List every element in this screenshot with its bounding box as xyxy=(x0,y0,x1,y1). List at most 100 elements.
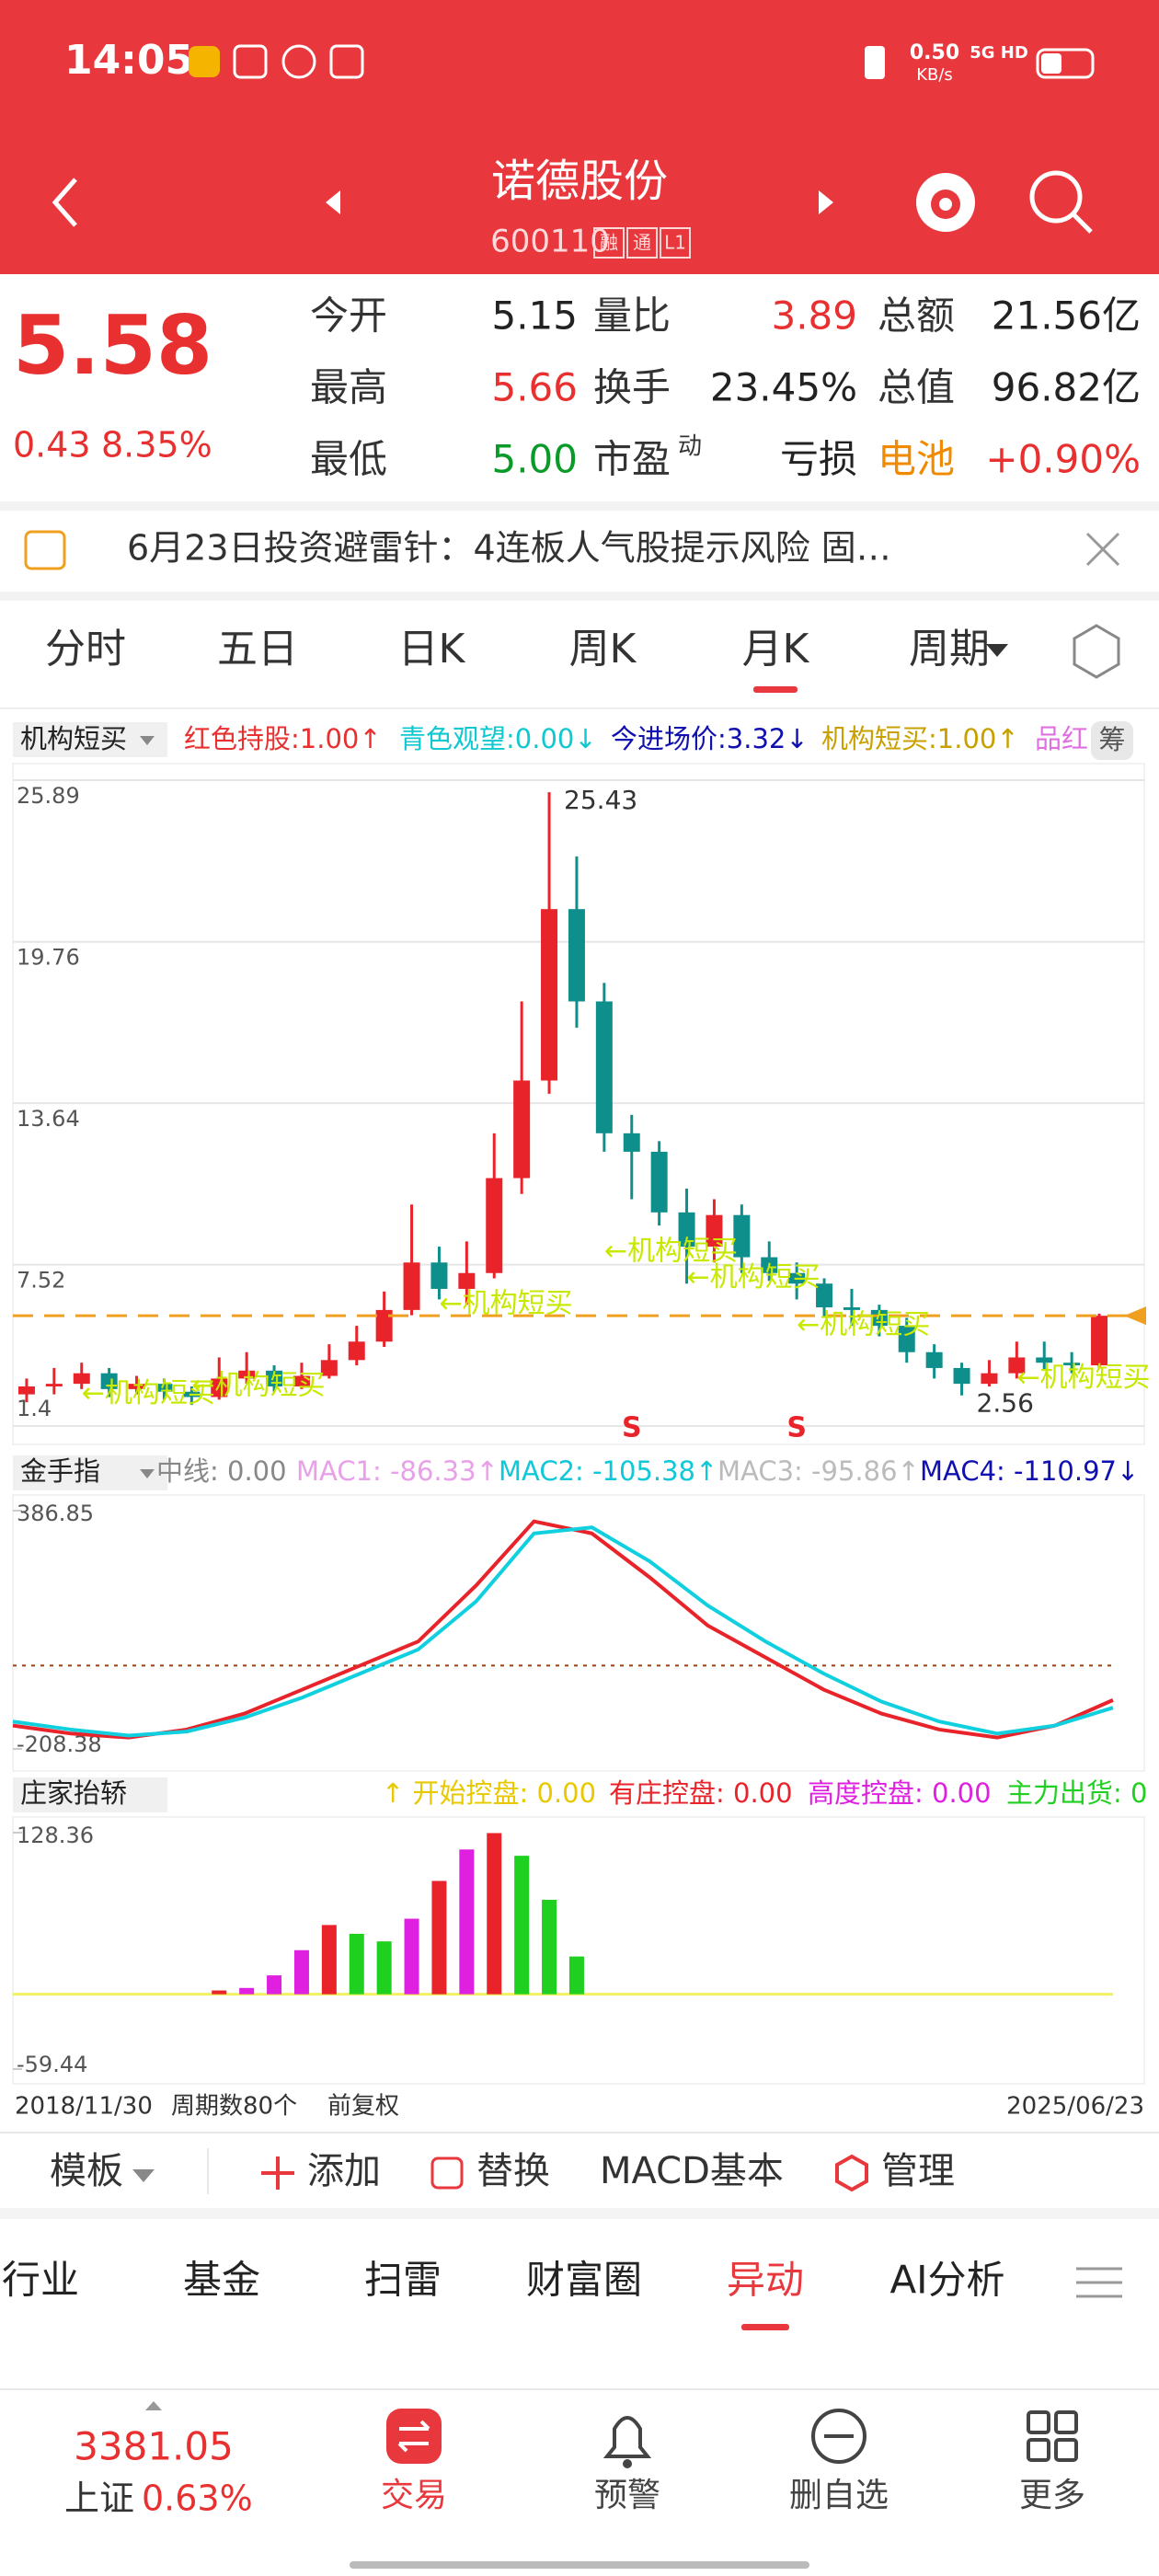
candle-body xyxy=(73,1373,90,1385)
search-button[interactable] xyxy=(1029,170,1093,234)
signal-label: ←机构短买 xyxy=(687,1261,820,1294)
toolbar-item[interactable]: 模板 xyxy=(50,2150,123,2192)
candle-body xyxy=(430,1262,448,1289)
tabs-menu[interactable] xyxy=(1076,2267,1122,2298)
signal-label: ←机构短买 xyxy=(439,1288,572,1320)
candle-body xyxy=(981,1373,998,1385)
alert-icon[interactable] xyxy=(602,2416,652,2468)
field-label: 最低 xyxy=(310,437,387,482)
field-value: 96.82亿 xyxy=(992,365,1141,410)
field-label: 市盈 xyxy=(593,437,671,482)
candle-body xyxy=(870,1309,888,1327)
candle-body xyxy=(513,1080,531,1179)
y-tick-label: 19.76 xyxy=(17,945,80,971)
more-icon[interactable] xyxy=(1027,2410,1078,2462)
signal-label: ←机构短买 xyxy=(1016,1362,1150,1394)
tab-underline xyxy=(741,2324,789,2330)
field-value: 5.15 xyxy=(491,293,578,339)
bar xyxy=(321,1925,337,1995)
candle-body xyxy=(761,1257,778,1273)
next-stock[interactable] xyxy=(819,190,833,214)
candle-body xyxy=(266,1370,283,1387)
robot-icon[interactable] xyxy=(916,173,975,232)
period-tab[interactable]: 周期 xyxy=(909,626,990,673)
period-tab[interactable]: 五日 xyxy=(217,626,298,673)
nav-label[interactable]: 删自选 xyxy=(789,2477,889,2514)
indicator-select[interactable] xyxy=(13,1777,167,1812)
badge-text: L1 xyxy=(664,232,686,254)
header-bg xyxy=(0,0,1159,274)
news-icon xyxy=(24,530,66,570)
toolbar-item[interactable]: 添加 xyxy=(307,2150,381,2192)
bar xyxy=(349,1933,364,1995)
bar xyxy=(212,1990,227,1995)
legend-item: 有庄控盘: 0.00 xyxy=(609,1777,793,1809)
nav-label[interactable]: 交易 xyxy=(381,2477,447,2514)
news-close[interactable] xyxy=(1085,532,1120,567)
indicator-select[interactable] xyxy=(13,1455,167,1490)
sub-tab[interactable]: 行业 xyxy=(2,2258,79,2303)
sub-tab[interactable]: AI分析 xyxy=(889,2258,1004,2303)
sub-tab[interactable]: 扫雷 xyxy=(364,2258,442,2303)
toolbar-item[interactable]: MACD基本 xyxy=(600,2150,784,2192)
field-label: 总值 xyxy=(878,365,955,410)
sub-tab[interactable]: 基金 xyxy=(183,2258,260,2303)
badge xyxy=(660,227,691,259)
add-icon xyxy=(261,2156,294,2190)
candle-body xyxy=(788,1272,806,1284)
field-value: 5.00 xyxy=(491,437,578,482)
net-speed: 0.50 xyxy=(910,41,959,64)
news-text[interactable]: 6月23日投资避雷针：4连板人气股提示风险 固… xyxy=(127,528,891,569)
badge-text: 融 xyxy=(600,232,618,254)
y-tick-label: 13.64 xyxy=(17,1106,80,1132)
field-value: 3.89 xyxy=(771,293,857,339)
field-sup: 动 xyxy=(678,433,702,461)
back-button[interactable] xyxy=(52,178,77,227)
divider xyxy=(0,592,1159,601)
app-icon xyxy=(329,44,364,79)
candle-body xyxy=(238,1370,256,1379)
trade-icon[interactable] xyxy=(386,2409,442,2464)
candle-body xyxy=(100,1373,118,1389)
candle-body xyxy=(1091,1316,1108,1366)
remove-icon[interactable] xyxy=(811,2409,866,2464)
field-value: 5.66 xyxy=(491,365,578,410)
toolbar-item[interactable]: 管理 xyxy=(881,2150,955,2192)
change-pct: 8.35% xyxy=(101,425,212,466)
panel3-frame xyxy=(12,1816,1145,2085)
divider xyxy=(0,501,1159,511)
legend-item: ↑ 开始控盘: 0.00 xyxy=(382,1777,596,1809)
period-tab[interactable]: 日K xyxy=(398,626,466,673)
nav-label[interactable]: 更多 xyxy=(1019,2477,1085,2514)
date-start: 2018/11/30 xyxy=(15,2093,153,2121)
field-value: 21.56亿 xyxy=(992,293,1141,339)
y-tick-label: 128.36 xyxy=(17,1823,94,1848)
candle-body xyxy=(541,909,558,1081)
dropdown-arrow xyxy=(140,736,155,745)
field-label: 换手 xyxy=(593,365,671,410)
period-tab[interactable]: 周K xyxy=(569,626,637,673)
signal-label: ←机构短买 xyxy=(82,1377,215,1409)
legend-item: 机构短买:1.00↑ xyxy=(821,723,1019,754)
period-tab[interactable]: 分时 xyxy=(45,626,126,673)
indicator-select[interactable] xyxy=(13,722,167,757)
candle-body xyxy=(623,1133,640,1152)
date-end: 2025/06/23 xyxy=(1006,2093,1144,2121)
net-speed-unit: KB/s xyxy=(916,65,953,85)
sub-tab[interactable]: 异动 xyxy=(727,2258,804,2303)
battery-level xyxy=(1041,53,1061,74)
settings-button[interactable] xyxy=(1073,624,1120,679)
signal-label: ←机构短买 xyxy=(191,1370,325,1402)
indicator-name: 庄家抬轿 xyxy=(20,1777,127,1809)
prev-stock[interactable] xyxy=(326,190,340,214)
toolbar-item[interactable]: 替换 xyxy=(476,2150,550,2192)
candle-body xyxy=(706,1214,723,1248)
nav-label[interactable]: 预警 xyxy=(594,2477,660,2514)
bar xyxy=(514,1856,530,1995)
bar xyxy=(293,1949,309,1995)
side-tag: 筹 xyxy=(1098,724,1125,755)
divider xyxy=(0,2208,1159,2219)
sub-tab[interactable]: 财富圈 xyxy=(526,2258,642,2303)
candle-body xyxy=(925,1351,943,1368)
period-tab[interactable]: 月K xyxy=(742,626,810,673)
